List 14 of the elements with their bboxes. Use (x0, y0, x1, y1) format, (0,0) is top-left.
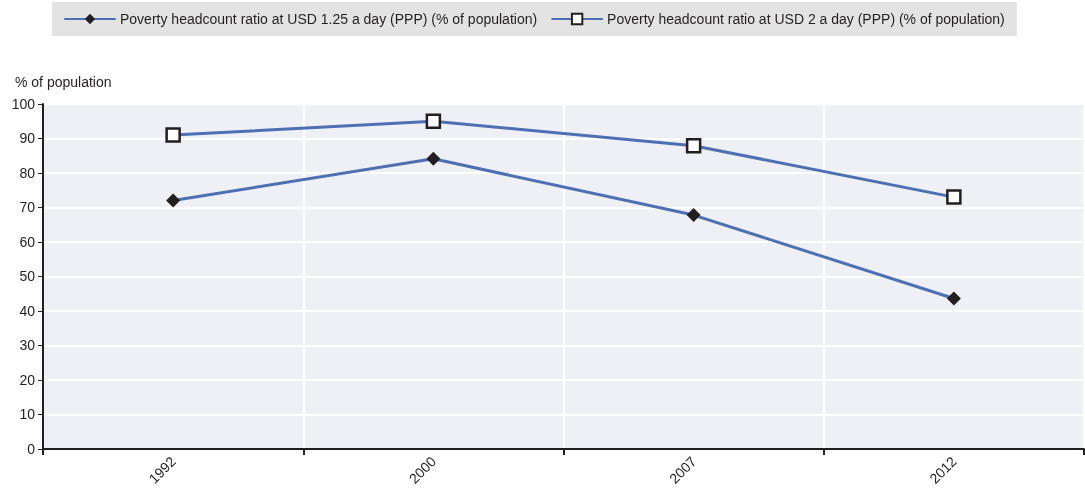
y-tick-label: 60 (19, 233, 36, 250)
y-tick-label: 10 (19, 406, 36, 423)
y-tick-label: 40 (19, 302, 36, 319)
y-tick-label: 0 (27, 440, 36, 457)
y-tick-label: 20 (19, 371, 36, 388)
legend-label: Poverty headcount ratio at USD 1.25 a day (PPP) (% of population) (120, 11, 538, 27)
y-tick-label: 70 (19, 199, 36, 216)
legend-label: Poverty headcount ratio at USD 2 a day (PPP) (% of population) (607, 11, 1005, 27)
y-tick-label: 90 (19, 130, 36, 147)
y-axis-title: % of population (15, 74, 112, 90)
y-tick-label: 50 (19, 268, 36, 285)
y-tick-label: 100 (11, 96, 36, 112)
y-tick-label: 80 (19, 164, 36, 181)
y-tick-label: 30 (19, 337, 36, 354)
